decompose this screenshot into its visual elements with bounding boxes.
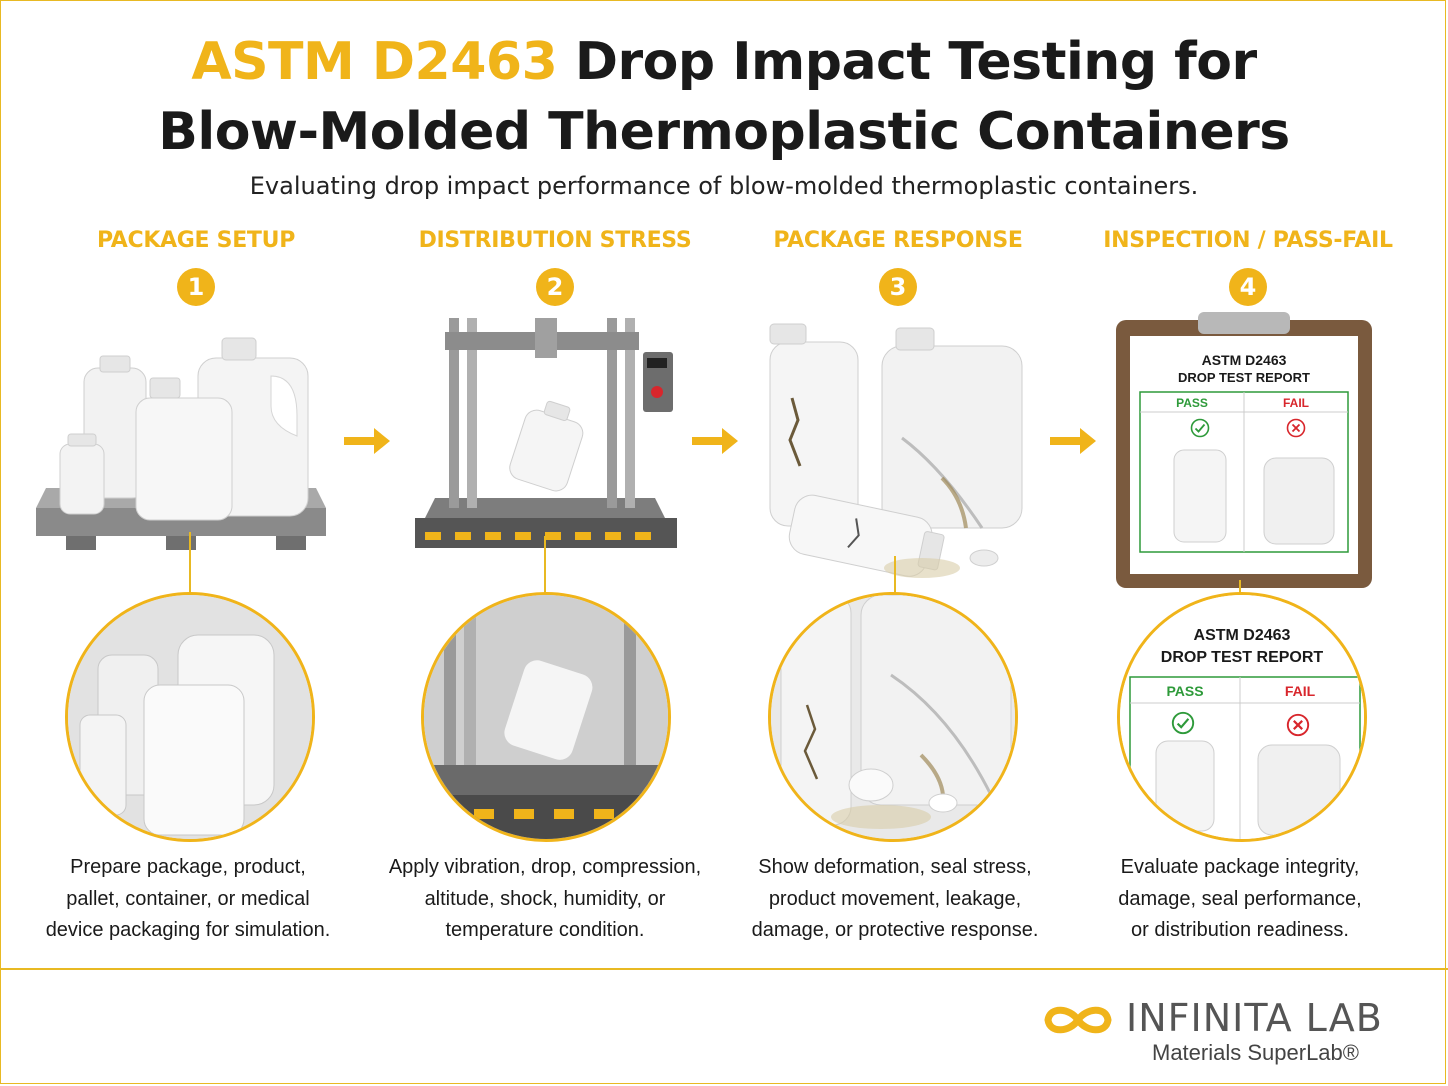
step-4-label: INSPECTION / PASS-FAIL — [1103, 228, 1393, 253]
report-title-1: ASTM D2463 — [1201, 352, 1287, 368]
step-2-header: DISTRIBUTION STRESS 2 — [385, 228, 725, 306]
step-2-desc-line: temperature condition. — [445, 919, 645, 941]
report-fail-label: FAIL — [1283, 396, 1309, 410]
step-3-desc-line: damage, or protective response. — [751, 919, 1039, 941]
connector-1 — [189, 532, 191, 594]
step-2-desc-line: Apply vibration, drop, compression, — [388, 856, 702, 878]
page-subtitle: Evaluating drop impact performance of bl… — [249, 172, 1199, 200]
zoom-fail-label: FAIL — [1284, 683, 1316, 699]
step-4-desc-line: damage, seal performance, — [1118, 887, 1362, 910]
step-1-desc-line: pallet, container, or medical — [66, 887, 310, 910]
zoom-circle-inspection: ASTM D2463 DROP TEST REPORT PASS FAIL — [1117, 592, 1367, 842]
zoom-circle-package-setup — [65, 592, 315, 842]
step-4-header: INSPECTION / PASS-FAIL 4 — [1078, 228, 1418, 306]
step-1-header: PACKAGE SETUP 1 — [26, 228, 366, 306]
step-3-desc-line: Show deformation, seal stress, — [758, 856, 1032, 878]
infinita-lab-logo: INFINITA LAB Materials SuperLab® — [1040, 992, 1400, 1072]
infinity-logo-icon — [1044, 1006, 1112, 1034]
clipboard-graphic — [1116, 312, 1372, 588]
connector-4 — [1239, 580, 1241, 594]
step-1-label: PACKAGE SETUP — [96, 228, 296, 253]
connector-3 — [894, 556, 896, 594]
title-line1-rest: Drop Impact Testing for — [557, 32, 1257, 92]
step-2-label: DISTRIBUTION STRESS — [418, 228, 692, 253]
step-3-desc-line: product movement, leakage, — [768, 887, 1022, 910]
title-accent: ASTM D2463 — [191, 32, 558, 92]
step-3-description: Show deformation, seal stress, product m… — [725, 852, 1065, 947]
zoom-report-title-2: DROP TEST REPORT — [1160, 649, 1324, 666]
zoom-circle-package-response — [768, 592, 1018, 842]
check-icon — [1190, 418, 1210, 438]
zoom-pass-label: PASS — [1166, 683, 1204, 699]
logo-tagline: Materials SuperLab® — [1152, 1040, 1359, 1065]
step-4-number: 4 — [1229, 268, 1267, 306]
step-2-desc-line: altitude, shock, humidity, or — [424, 887, 666, 910]
zoom-report-title-1: ASTM D2463 — [1193, 627, 1291, 644]
drop-test-report-clipboard: ASTM D2463 DROP TEST REPORT PASS FAIL — [1116, 312, 1372, 588]
page-title-line-2: Blow-Molded Thermoplastic Containers — [158, 102, 1290, 162]
step-2-description: Apply vibration, drop, compression, alti… — [375, 852, 715, 947]
step-3-number: 3 — [879, 268, 917, 306]
logo-name: INFINITA LAB — [1126, 996, 1383, 1040]
step-3-label: PACKAGE RESPONSE — [773, 228, 1023, 253]
drop-tester-illustration — [415, 318, 677, 548]
check-icon — [1171, 711, 1195, 735]
step-1-number: 1 — [177, 268, 215, 306]
x-icon — [1286, 418, 1306, 438]
step-4-desc-line: Evaluate package integrity, — [1120, 856, 1360, 878]
step-1-desc-line: device packaging for simulation. — [45, 919, 331, 941]
arrow-right-icon — [692, 428, 738, 454]
footer-divider — [0, 968, 1448, 970]
step-2-number: 2 — [536, 268, 574, 306]
step-1-desc-line: Prepare package, product, — [70, 856, 306, 878]
step-1-description: Prepare package, product, pallet, contai… — [18, 852, 358, 947]
x-icon — [1286, 713, 1310, 737]
step-3-header: PACKAGE RESPONSE 3 — [728, 228, 1068, 306]
zoom-circle-distribution-stress — [421, 592, 671, 842]
report-pass-label: PASS — [1176, 396, 1208, 410]
package-setup-illustration — [36, 337, 326, 550]
damaged-containers-illustration — [769, 323, 1023, 578]
step-4-description: Evaluate package integrity, damage, seal… — [1070, 852, 1410, 947]
report-title-2: DROP TEST REPORT — [1178, 370, 1310, 385]
arrow-right-icon — [1050, 428, 1096, 454]
connector-2 — [544, 536, 546, 594]
step-4-desc-line: or distribution readiness. — [1131, 919, 1349, 941]
page-title-line-1: ASTM D2463 Drop Impact Testing for — [0, 30, 1448, 94]
arrow-right-icon — [344, 428, 390, 454]
